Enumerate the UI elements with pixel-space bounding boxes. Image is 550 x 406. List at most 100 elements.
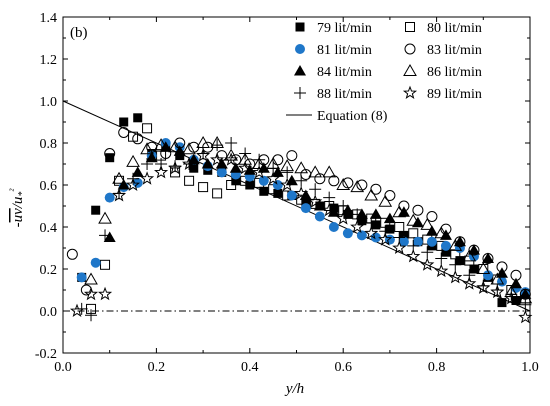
data-point: [294, 185, 309, 200]
data-point: [449, 258, 462, 271]
data-point: [272, 154, 284, 166]
data-point: [168, 140, 182, 153]
legend-label: Equation (8): [317, 109, 388, 124]
data-point: [118, 127, 130, 138]
data-point: [104, 192, 115, 203]
axes: 0.0 0.2 0.4 0.6 0.8 1.0-0.20.00.20.40.60.81.0…: [35, 11, 539, 375]
data-point: [216, 167, 227, 178]
legend-label: 84 lit/min: [317, 65, 372, 80]
data-point: [420, 217, 435, 230]
data-point: [142, 123, 153, 134]
equation-line: [62, 100, 531, 312]
data-point: [341, 204, 354, 215]
data-point: [271, 166, 284, 177]
data-point: [412, 204, 424, 216]
data-point: [455, 256, 465, 266]
data-point: [378, 194, 393, 207]
y-tick-label: 0.2: [40, 263, 58, 278]
y-tick-label: 1.2: [40, 53, 58, 68]
data-point: [469, 264, 479, 274]
data-point: [126, 154, 140, 167]
data-point: [105, 153, 115, 163]
data-point: [309, 183, 322, 196]
data-point: [184, 175, 195, 186]
data-point: [350, 219, 365, 234]
data-point: [252, 164, 267, 179]
data-point: [383, 212, 396, 224]
data-point: [294, 161, 309, 174]
data-point: [425, 225, 438, 236]
legend-label: 81 lit/min: [317, 43, 372, 58]
data-point: [337, 200, 350, 212]
data-point: [392, 205, 407, 218]
data-point: [379, 225, 392, 238]
reference-lines: [62, 100, 531, 312]
data-point: [350, 180, 365, 193]
data-point: [336, 177, 351, 190]
data-point: [259, 186, 269, 196]
x-tick-label: 0.6: [334, 360, 352, 375]
data-point: [495, 267, 508, 278]
data-point: [253, 153, 266, 166]
data-point: [295, 174, 308, 187]
legend-marker: [295, 22, 305, 32]
data-point: [385, 224, 395, 234]
data-point: [300, 203, 311, 214]
legend-marker: [405, 22, 415, 32]
data-point: [435, 252, 448, 265]
legend: 79 lit/min 80 lit/min 81 lit/min 83 lit/min…: [286, 21, 482, 124]
data-point: [421, 246, 434, 259]
data-point: [211, 139, 224, 152]
data-point: [84, 272, 98, 285]
data-point: [112, 171, 126, 184]
data-point: [308, 165, 323, 178]
data-point: [196, 148, 211, 162]
data-point: [328, 175, 340, 187]
x-axis-label: y/h: [284, 381, 304, 397]
y-tick-label: 0.8: [40, 137, 58, 152]
data-point: [420, 257, 435, 271]
data-point: [133, 113, 143, 123]
data-point: [355, 208, 368, 219]
data-point: [504, 290, 519, 305]
data-point: [448, 238, 463, 251]
data-point: [369, 208, 382, 219]
data-point: [462, 249, 477, 262]
data-point: [85, 309, 98, 322]
series-88-lit-min: [75, 137, 532, 322]
data-point: [210, 152, 225, 166]
data-point: [90, 257, 101, 268]
y-tick-label: -0.2: [35, 347, 57, 362]
data-point: [426, 211, 438, 222]
data-point: [308, 194, 323, 208]
data-point: [280, 177, 295, 192]
data-point: [371, 220, 381, 230]
legend-label: 88 lit/min: [317, 87, 372, 102]
data-point: [406, 213, 421, 226]
data-point: [394, 222, 405, 232]
data-point: [412, 236, 423, 247]
data-point: [212, 188, 223, 199]
data-point: [103, 231, 116, 242]
data-point: [497, 298, 507, 308]
series-89-lit-min: [69, 148, 533, 324]
legend-marker: [403, 63, 417, 76]
data-point: [482, 270, 493, 281]
data-point: [476, 280, 491, 294]
data-point: [434, 263, 449, 278]
x-tick-label: 0.4: [241, 360, 259, 375]
data-point: [336, 211, 351, 225]
x-tick-label: 0.2: [148, 360, 166, 375]
data-point: [441, 247, 451, 257]
y-axis-label: -uv/u*²: [8, 188, 28, 228]
data-point: [378, 232, 393, 246]
data-point: [132, 133, 144, 145]
data-point: [258, 175, 269, 186]
legend-marker: [402, 85, 418, 100]
y-tick-label: 0.4: [40, 221, 58, 236]
data-point: [119, 117, 129, 127]
panel-label: (b): [70, 25, 88, 41]
data-point: [322, 165, 337, 178]
data-point: [154, 138, 168, 151]
